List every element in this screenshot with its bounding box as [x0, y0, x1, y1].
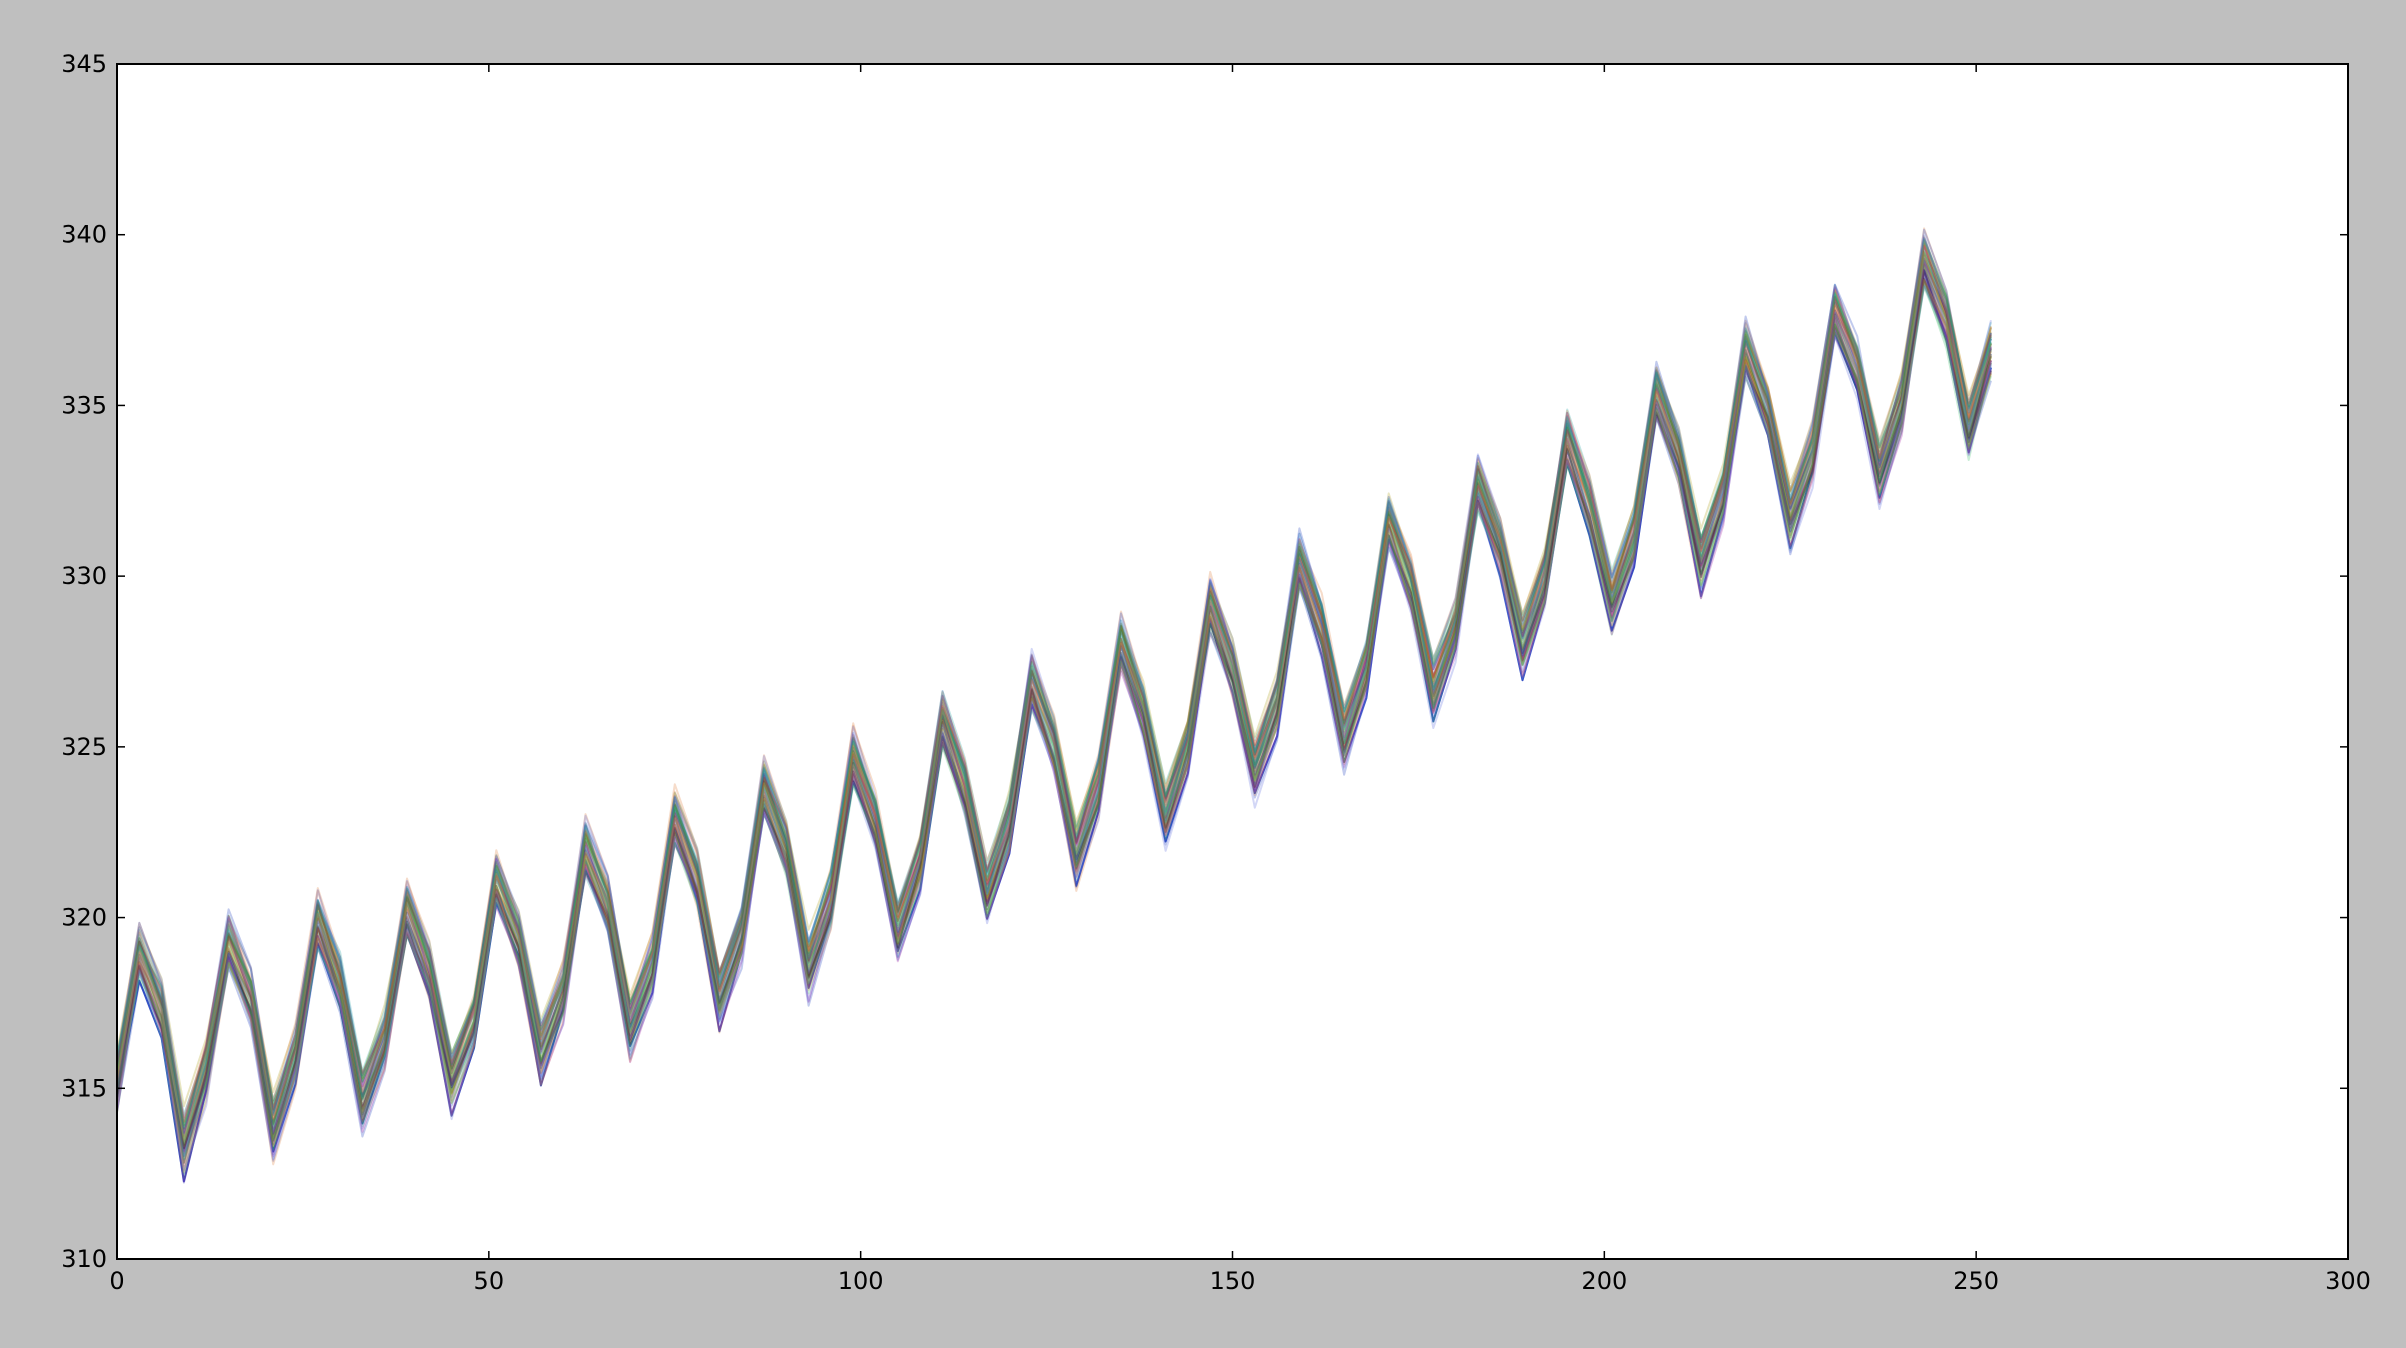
y-tick-label-325: 325 — [61, 733, 107, 761]
y-tick-label-335: 335 — [61, 391, 107, 419]
x-tick-label-100: 100 — [838, 1267, 884, 1295]
y-tick-label-320: 320 — [61, 904, 107, 932]
y-tick-label-340: 340 — [61, 221, 107, 249]
x-tick-label-250: 250 — [1953, 1267, 1999, 1295]
x-tick-label-50: 50 — [474, 1267, 505, 1295]
x-tick-label-200: 200 — [1581, 1267, 1627, 1295]
x-tick-label-300: 300 — [2325, 1267, 2371, 1295]
x-tick-label-150: 150 — [1210, 1267, 1256, 1295]
x-tick-label-0: 0 — [109, 1267, 124, 1295]
y-tick-label-310: 310 — [61, 1245, 107, 1273]
y-tick-label-330: 330 — [61, 562, 107, 590]
y-tick-label-345: 345 — [61, 50, 107, 78]
y-tick-label-315: 315 — [61, 1074, 107, 1102]
